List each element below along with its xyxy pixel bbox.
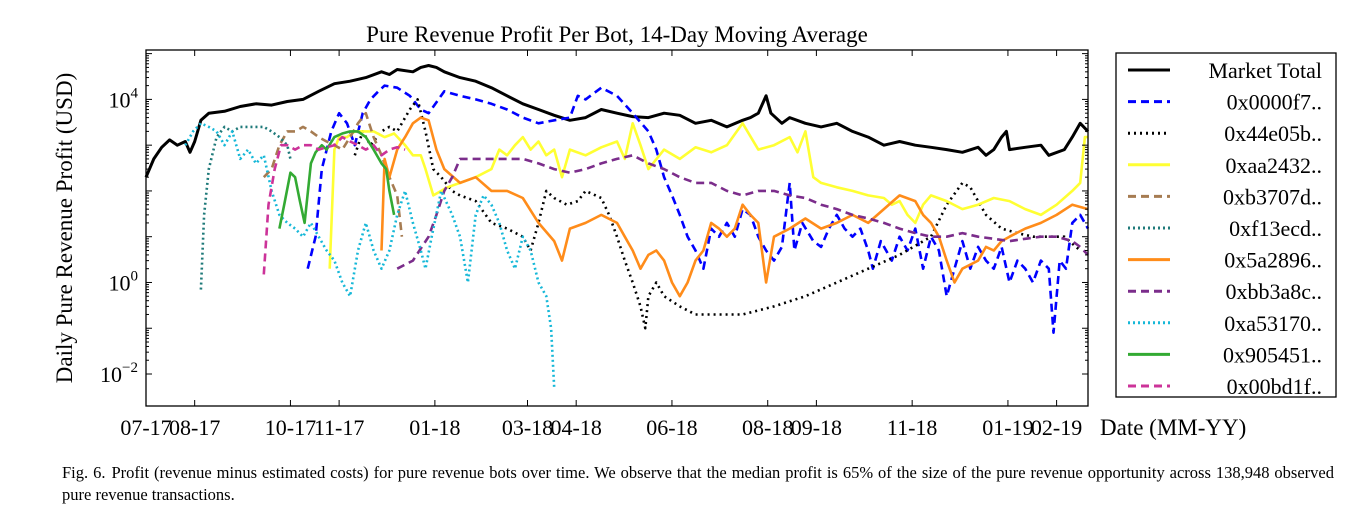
x-tick-label: 08-17	[169, 415, 220, 440]
legend-label: 0x00bd1f..	[1227, 374, 1322, 399]
x-tick-label: 06-18	[646, 415, 697, 440]
caption-label: Fig. 6.	[62, 463, 106, 482]
legend-label: 0x905451..	[1223, 342, 1322, 367]
x-tick-label: 04-18	[551, 415, 602, 440]
series-line-6	[380, 116, 1089, 298]
y-tick-label: 104	[109, 85, 139, 112]
legend-label: 0xa53170..	[1224, 311, 1322, 336]
legend-label: Market Total	[1208, 58, 1322, 83]
series-line-9	[278, 130, 396, 229]
legend-label: 0x44e05b..	[1224, 121, 1322, 146]
x-tick-label: 11-18	[887, 415, 938, 440]
legend-label: 0x5a2896..	[1224, 248, 1322, 273]
plot-lines	[144, 64, 1090, 388]
legend-label: 0xb3707d..	[1223, 184, 1322, 209]
series-line-1	[306, 84, 1090, 334]
series-line-7	[396, 154, 1089, 270]
legend-label: 0xbb3a8c..	[1225, 279, 1322, 304]
chart-title: Pure Revenue Profit Per Bot, 14-Day Movi…	[366, 22, 868, 47]
x-tick-label: 08-18	[742, 415, 793, 440]
caption-text: Profit (revenue minus estimated costs) f…	[62, 463, 1334, 504]
figure-caption: Fig. 6. Profit (revenue minus estimated c…	[62, 462, 1334, 506]
legend-label: 0x0000f7..	[1227, 90, 1322, 115]
x-tick-label: 11-17	[314, 415, 365, 440]
y-axis-label: Daily Pure Revenue Profit (USD)	[52, 73, 77, 383]
y-tick-label: 10−2	[100, 360, 138, 387]
series-line-8	[184, 122, 556, 388]
series-line-5	[199, 125, 292, 290]
x-tick-label: 03-18	[502, 415, 553, 440]
series-line-10	[262, 135, 406, 275]
series-line-2	[353, 98, 1082, 330]
x-tick-label: 10-17	[265, 415, 316, 440]
series-line-3	[328, 122, 1088, 269]
legend: Market Total 0x0000f7.. 0x44e05b.. 0xaa2432…	[1115, 52, 1337, 399]
legend-label: 0xf13ecd..	[1229, 216, 1322, 241]
series-line-0	[144, 64, 1090, 178]
x-tick-label: 09-18	[791, 415, 842, 440]
x-axis-label: Date (MM-YY)	[1100, 415, 1246, 440]
profit-chart: Pure Revenue Profit Per Bot, 14-Day Movi…	[52, 22, 1337, 440]
y-tick-label: 100	[109, 268, 139, 295]
x-tick-label: 07-17	[120, 415, 171, 440]
x-tick-label: 01-19	[982, 415, 1033, 440]
plot-area-frame	[145, 49, 1089, 407]
legend-frame	[1115, 52, 1337, 398]
legend-label: 0xaa2432..	[1225, 153, 1322, 178]
x-tick-label: 02-19	[1031, 415, 1082, 440]
x-tick-label: 01-18	[409, 415, 460, 440]
